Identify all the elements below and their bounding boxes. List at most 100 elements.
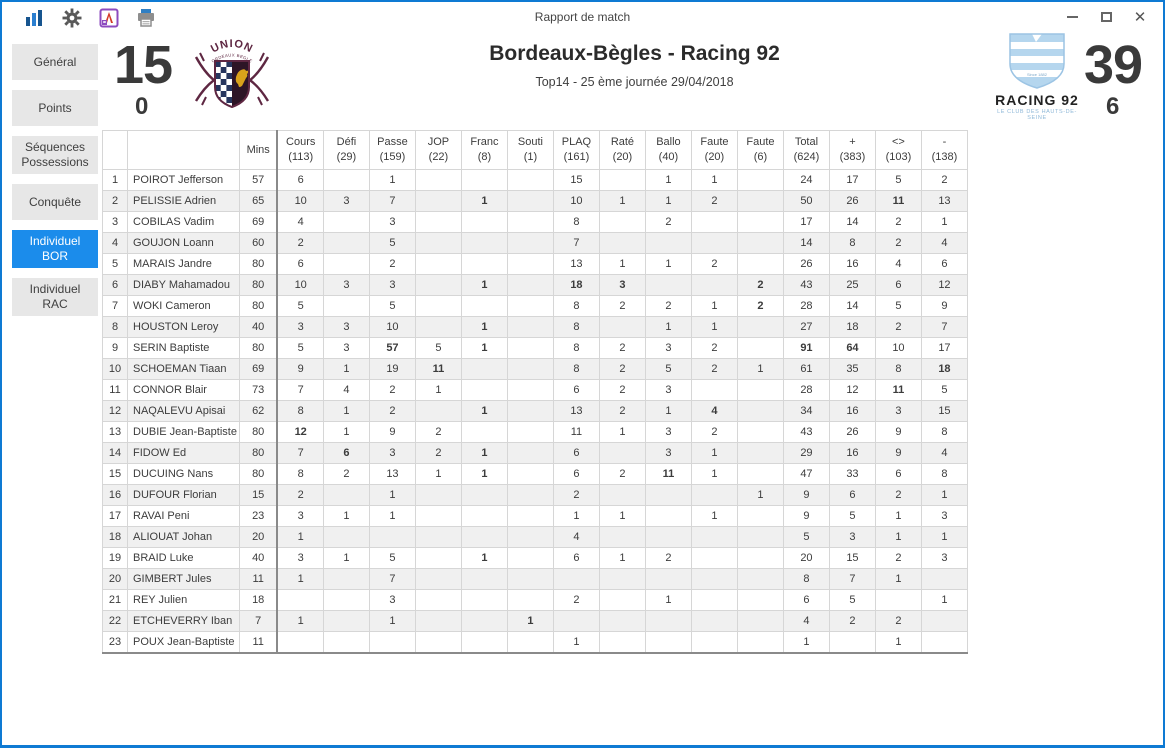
player-row: 8 HOUSTON Leroy 40 3 3 10 1 8 1 1 27 18 2 7 [102,316,968,338]
stat-cell-franc: 1 [460,463,508,485]
player-name: POUX Jean-Baptiste [127,631,240,653]
player-name: SERIN Baptiste [127,337,240,359]
stat-cell-franc [460,631,508,653]
player-row: 3 COBILAS Vadim 69 4 3 8 2 17 14 2 1 [102,211,968,233]
sidebar-item-general[interactable]: Général [12,44,98,80]
stat-cell-plus: 12 [828,379,876,401]
stat-cell-souti [506,421,554,443]
stat-cell-plus: 35 [828,358,876,380]
stat-cell-faute20 [690,610,738,632]
stat-cell-total: 9 [782,484,830,506]
stat-cell-rate: 2 [598,379,646,401]
stat-cell-faute20: 1 [690,169,738,191]
print-icon[interactable] [135,7,157,29]
stat-cell-faute20: 1 [690,463,738,485]
row-number: 6 [102,274,128,296]
row-number: 22 [102,610,128,632]
stat-cell-franc: 1 [460,337,508,359]
stat-cell-faute20: 1 [690,316,738,338]
stat-cell-passe: 5 [368,232,416,254]
stat-cell-rate: 2 [598,295,646,317]
stat-cell-faute20: 2 [690,421,738,443]
column-header-passe: Passe (159) [368,130,416,170]
sidebar-item-individuel-rac[interactable]: Individuel RAC [12,278,98,316]
player-row: 4 GOUJON Loann 60 2 5 7 14 8 2 4 [102,232,968,254]
stat-cell-ballo: 3 [644,442,692,464]
row-number: 21 [102,589,128,611]
row-number: 7 [102,295,128,317]
stat-cell-total: 28 [782,295,830,317]
player-row: 15 DUCUING Nans 80 8 2 13 1 1 6 2 11 1 47 33 6 8 [102,463,968,485]
stat-cell-cours: 9 [276,358,324,380]
stat-cell-ballo: 3 [644,337,692,359]
settings-gear-icon[interactable] [61,7,83,29]
stat-cell-total: 20 [782,547,830,569]
stat-cell-plus: 14 [828,295,876,317]
stat-cell-franc: 1 [460,316,508,338]
stat-cell-jop [414,253,462,275]
stat-cell-souti [506,232,554,254]
player-row: 1 POIROT Jefferson 57 6 1 15 1 1 24 17 5 2 [102,169,968,191]
stat-cell-ballo: 11 [644,463,692,485]
stat-cell-jop [414,295,462,317]
stat-cell-minus: 3 [920,505,968,527]
stat-cell-jop [414,547,462,569]
close-icon[interactable]: ✕ [1133,8,1147,26]
stat-cell-rate [598,442,646,464]
player-row: 23 POUX Jean-Baptiste 11 1 1 1 [102,631,968,653]
row-number: 11 [102,379,128,401]
row-number: 3 [102,211,128,233]
sidebar-item-points[interactable]: Points [12,90,98,126]
stat-cell-faute20 [690,274,738,296]
player-name: HOUSTON Leroy [127,316,240,338]
sidebar-item-sequences-possessions[interactable]: Séquences Possessions [12,136,98,174]
stat-cell-diam: 4 [874,253,922,275]
sidebar: Général Points Séquences Possessions Conquê… [12,44,98,316]
stat-cell-defi [322,253,370,275]
stat-cell-minus: 4 [920,232,968,254]
stat-cell-franc [460,421,508,443]
export-pdf-icon[interactable] [98,7,120,29]
stat-cell-plus: 64 [828,337,876,359]
sidebar-item-individuel-bor[interactable]: Individuel BOR [12,230,98,268]
stat-cell-faute6 [736,400,784,422]
stat-cell-jop [414,400,462,422]
stat-cell-total: 28 [782,379,830,401]
stat-cell-faute6 [736,610,784,632]
stat-cell-franc: 1 [460,547,508,569]
stat-cell-diam: 1 [874,631,922,653]
stat-cell-minus: 1 [920,211,968,233]
stat-cell-defi [322,232,370,254]
sidebar-item-conquete[interactable]: Conquête [12,184,98,220]
stat-cell-rate: 2 [598,337,646,359]
stat-cell-franc [460,232,508,254]
stat-cell-defi [322,610,370,632]
stat-cell-cours: 2 [276,484,324,506]
stat-cell-plus: 25 [828,274,876,296]
stat-cell-franc [460,169,508,191]
stat-cell-plus: 8 [828,232,876,254]
stat-cell-faute6: 1 [736,358,784,380]
stat-cell-rate [598,316,646,338]
maximize-icon[interactable] [1089,2,1123,32]
player-name: CONNOR Blair [127,379,240,401]
stat-cell-plaq: 2 [552,589,600,611]
stat-cell-souti [506,190,554,212]
stat-cell-rate: 3 [598,274,646,296]
stat-cell-diam: 11 [874,190,922,212]
stat-cell-total: 34 [782,400,830,422]
stat-cell-jop [414,484,462,506]
toolbar [24,7,157,29]
row-number: 19 [102,547,128,569]
row-number: 23 [102,631,128,653]
player-row: 22 ETCHEVERRY Iban 7 1 1 1 4 2 2 [102,610,968,632]
stat-cell-faute20: 2 [690,358,738,380]
stat-cell-cours: 3 [276,316,324,338]
minimize-icon[interactable] [1055,2,1089,32]
stat-cell-cours: 2 [276,232,324,254]
stat-cell-faute6 [736,211,784,233]
stat-cell-franc: 1 [460,274,508,296]
stat-cell-faute20 [690,379,738,401]
bar-chart-icon[interactable] [24,7,46,29]
